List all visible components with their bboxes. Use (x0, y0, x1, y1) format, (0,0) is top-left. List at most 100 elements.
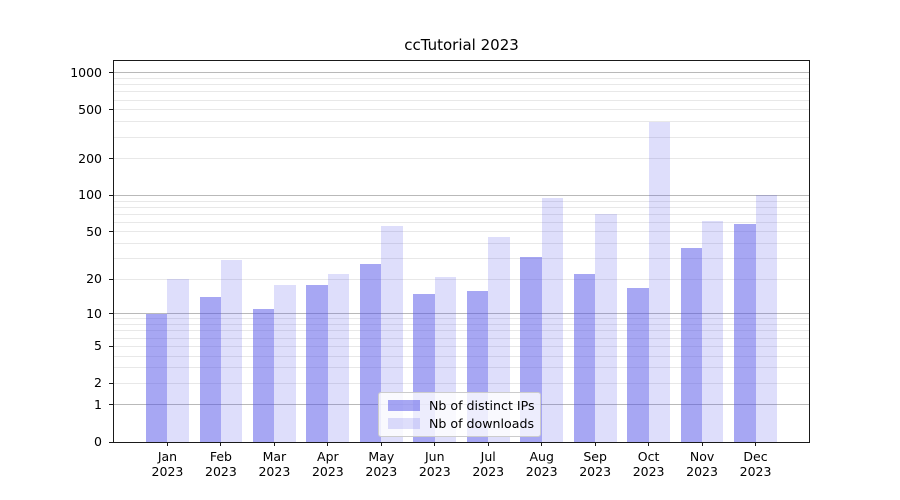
legend-row-distinct-ips: Nb of distinct IPs (388, 398, 535, 413)
bar-ips-feb (199, 297, 221, 442)
y-tick-mark-500 (109, 109, 113, 111)
minor-gridline-600 (114, 99, 809, 101)
bar-downloads-dec (755, 195, 777, 442)
bar-downloads-jul (488, 237, 510, 442)
x-tick-label-nov: Nov 2023 (686, 449, 718, 479)
y-tick-mark-2 (109, 382, 113, 384)
bar-ips-mar (253, 309, 275, 442)
gridlines-layer (114, 61, 809, 442)
y-tick-label-5: 5 (94, 338, 102, 354)
bar-ips-sep (573, 274, 596, 442)
minor-gridline-40 (114, 243, 809, 245)
y-tick-label-50: 50 (86, 223, 102, 239)
minor-gridline-900 (114, 78, 809, 80)
minor-gridline-300 (114, 136, 809, 138)
x-tick-mark-jun (434, 442, 436, 446)
bar-downloads-jan (167, 279, 189, 442)
x-tick-label-may: May 2023 (365, 449, 398, 479)
bars-layer (114, 61, 809, 442)
x-tick-mark-sep (594, 442, 596, 446)
y-tick-label-100: 100 (78, 187, 102, 203)
y-tick-mark-100 (109, 194, 113, 196)
y-tick-label-200: 200 (78, 150, 102, 166)
minor-gridline-80 (114, 206, 809, 208)
bar-ips-dec (734, 224, 756, 442)
legend-label-distinct-ips: Nb of distinct IPs (429, 398, 535, 413)
bar-ips-nov (680, 247, 703, 442)
minor-gridline-8 (114, 324, 809, 326)
bar-ips-jan (146, 313, 168, 442)
x-tick-mark-jan (166, 442, 168, 446)
x-tick-label-apr: Apr 2023 (311, 449, 344, 479)
chart-title: ccTutorial 2023 (404, 36, 519, 54)
major-gridline-100 (114, 194, 809, 196)
minor-gridline-700 (114, 91, 809, 93)
x-tick-label-jun: Jun 2023 (418, 449, 451, 479)
bar-downloads-feb (220, 260, 243, 442)
y-tick-mark-50 (109, 231, 113, 233)
minor-gridline-9 (114, 318, 809, 320)
minor-gridline-400 (114, 121, 809, 123)
minor-gridline-200 (114, 158, 809, 160)
bar-ips-apr (306, 284, 328, 442)
bar-ips-may (359, 263, 382, 442)
y-tick-mark-1000 (109, 72, 113, 74)
legend: Nb of distinct IPs Nb of downloads (378, 392, 541, 437)
bar-downloads-aug (541, 197, 564, 442)
y-tick-mark-1 (109, 404, 113, 406)
legend-label-downloads: Nb of downloads (429, 416, 535, 431)
y-tick-label-10: 10 (86, 305, 102, 321)
minor-gridline-3 (114, 367, 809, 369)
bar-downloads-sep (595, 214, 617, 442)
x-tick-label-dec: Dec 2023 (739, 449, 772, 479)
x-tick-label-jan: Jan 2023 (151, 449, 184, 479)
minor-gridline-500 (114, 109, 809, 111)
minor-gridline-70 (114, 213, 809, 215)
x-tick-label-feb: Feb 2023 (205, 449, 237, 479)
x-tick-label-mar: Mar 2023 (258, 449, 291, 479)
minor-gridline-4 (114, 355, 809, 357)
x-tick-mark-feb (220, 442, 222, 446)
x-tick-mark-dec (755, 442, 757, 446)
y-tick-mark-10 (109, 313, 113, 315)
y-tick-mark-5 (109, 345, 113, 347)
x-tick-mark-jul (487, 442, 489, 446)
minor-gridline-6 (114, 337, 809, 339)
x-tick-mark-mar (273, 442, 275, 446)
x-tick-mark-may (380, 442, 382, 446)
bar-ips-oct (627, 287, 649, 442)
legend-swatch-distinct-ips (388, 400, 420, 411)
y-tick-label-1000: 1000 (70, 64, 102, 80)
x-tick-mark-aug (541, 442, 543, 446)
minor-gridline-20 (114, 278, 809, 280)
y-tick-mark-20 (109, 278, 113, 280)
bar-downloads-may (381, 226, 403, 442)
x-tick-mark-oct (648, 442, 650, 446)
y-tick-label-20: 20 (86, 271, 102, 287)
minor-gridline-60 (114, 221, 809, 223)
bar-downloads-apr (327, 274, 350, 442)
major-gridline-10 (114, 313, 809, 315)
bar-downloads-oct (648, 122, 670, 442)
y-tick-mark-0 (109, 441, 113, 443)
y-tick-mark-200 (109, 158, 113, 160)
y-tick-label-500: 500 (78, 101, 102, 117)
y-tick-label-2: 2 (94, 375, 102, 391)
minor-gridline-50 (114, 231, 809, 233)
major-gridline-1000 (114, 72, 809, 74)
bar-downloads-mar (274, 284, 296, 442)
minor-gridline-2 (114, 382, 809, 384)
legend-swatch-downloads (388, 418, 420, 429)
x-tick-label-aug: Aug 2023 (525, 449, 558, 479)
legend-row-downloads: Nb of downloads (388, 416, 535, 431)
plot-area (113, 60, 810, 443)
y-tick-label-0: 0 (94, 434, 102, 449)
x-tick-label-oct: Oct 2023 (632, 449, 665, 479)
x-tick-mark-apr (327, 442, 329, 446)
bar-downloads-nov (702, 220, 724, 442)
x-tick-label-sep: Sep 2023 (579, 449, 612, 479)
minor-gridline-5 (114, 345, 809, 347)
y-tick-label-1: 1 (94, 396, 102, 412)
minor-gridline-800 (114, 84, 809, 86)
